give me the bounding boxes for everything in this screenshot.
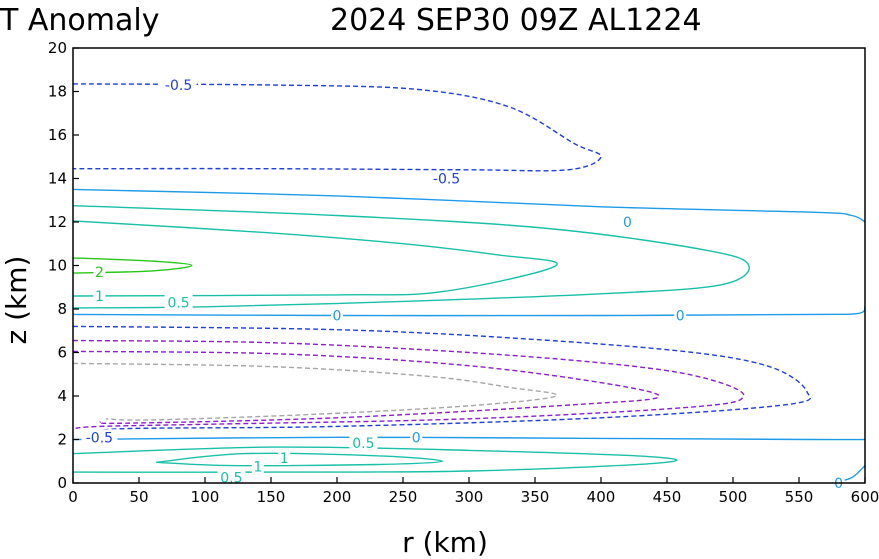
y-axis-ticks: 0 2 4 6 8 10 12 14 16 18 20 xyxy=(48,39,79,492)
contour-label: 1 xyxy=(280,451,289,467)
x-tick-label: 0 xyxy=(68,488,78,506)
contour-line-12 xyxy=(156,452,444,467)
y-tick-label: 4 xyxy=(57,387,67,405)
contour-label: 0 xyxy=(834,476,843,492)
y-tick-label: 12 xyxy=(48,213,67,231)
contour-label: 2 xyxy=(95,265,104,281)
contour-labels: -0.5 -0.5 0 2 1 0.5 0 0 -0.5 0.5 0 1 1 0.5 0 xyxy=(81,76,845,492)
contour-line-11 xyxy=(72,446,678,473)
contour-line-1 xyxy=(72,188,866,223)
contour-label: 1 xyxy=(253,460,262,476)
y-tick-label: 16 xyxy=(48,126,67,144)
contour-label: 0.5 xyxy=(167,295,189,311)
x-tick-label: 50 xyxy=(129,488,148,506)
contour-label: 0 xyxy=(333,309,342,325)
x-axis-ticks: 0 50 100 150 200 250 300 350 400 450 500 550 600 xyxy=(68,477,879,506)
contour-label-bg xyxy=(331,307,343,323)
x-tick-label: 250 xyxy=(389,488,418,506)
contour-label: 0 xyxy=(623,215,632,231)
contour-label-bg xyxy=(674,307,687,323)
chart-title-left: T Anomaly xyxy=(0,3,159,38)
contour-line-0 xyxy=(72,83,602,172)
contour-label: -0.5 xyxy=(165,78,192,94)
x-tick-label: 350 xyxy=(521,488,550,506)
contour-line-2 xyxy=(72,205,750,309)
contour-label-bg xyxy=(349,434,378,450)
contour-label: 0 xyxy=(676,309,685,325)
contour-label: 1 xyxy=(95,289,104,305)
contour-line-8 xyxy=(72,350,660,425)
contour-line-7 xyxy=(72,339,745,430)
contour-label-bg xyxy=(217,469,246,485)
contour-label-bg xyxy=(251,458,264,474)
x-tick-label: 150 xyxy=(257,488,286,506)
contour-line-5 xyxy=(72,306,866,317)
y-tick-label: 8 xyxy=(57,300,67,318)
contour-line-3 xyxy=(72,220,558,297)
contour-line-6 xyxy=(72,325,811,434)
y-tick-label: 10 xyxy=(48,257,67,275)
contour-lines xyxy=(72,83,866,484)
contour-label-bg xyxy=(81,429,118,445)
y-tick-label: 18 xyxy=(48,83,67,101)
contour-label: 0.5 xyxy=(352,436,374,452)
contour-label-bg xyxy=(93,264,106,280)
x-tick-label: 300 xyxy=(455,488,484,506)
x-tick-label: 100 xyxy=(191,488,220,506)
y-tick-label: 20 xyxy=(48,39,67,57)
contour-label-bg xyxy=(621,214,634,229)
y-tick-label: 14 xyxy=(48,170,67,188)
chart-title-right: 2024 SEP30 09Z AL1224 xyxy=(330,3,702,38)
contour-label: -0.5 xyxy=(433,172,460,188)
contour-label: -0.5 xyxy=(86,430,113,446)
contour-label: 0.5 xyxy=(220,471,242,487)
x-tick-label: 200 xyxy=(323,488,352,506)
contour-line-9 xyxy=(72,362,558,421)
contour-label-bg xyxy=(410,429,423,445)
contour-line-4 xyxy=(72,257,193,274)
contour-line-10 xyxy=(72,436,866,441)
y-tick-label: 2 xyxy=(57,431,67,449)
contour-label-bg xyxy=(93,287,106,303)
contour-label: 0 xyxy=(412,430,421,446)
y-tick-label: 6 xyxy=(57,344,67,362)
x-tick-label: 550 xyxy=(785,488,814,506)
x-tick-label: 600 xyxy=(851,488,879,506)
contour-label-bg xyxy=(160,76,197,92)
x-tick-label: 400 xyxy=(587,488,616,506)
contour-label-bg xyxy=(164,294,193,310)
x-tick-label: 500 xyxy=(719,488,748,506)
y-tick-label: 0 xyxy=(57,474,67,492)
x-tick-label: 450 xyxy=(653,488,682,506)
contour-label-bg xyxy=(278,449,291,465)
y-axis-label: z (km) xyxy=(0,256,33,345)
x-axis-label: r (km) xyxy=(402,526,488,559)
contour-label-bg xyxy=(428,170,465,186)
